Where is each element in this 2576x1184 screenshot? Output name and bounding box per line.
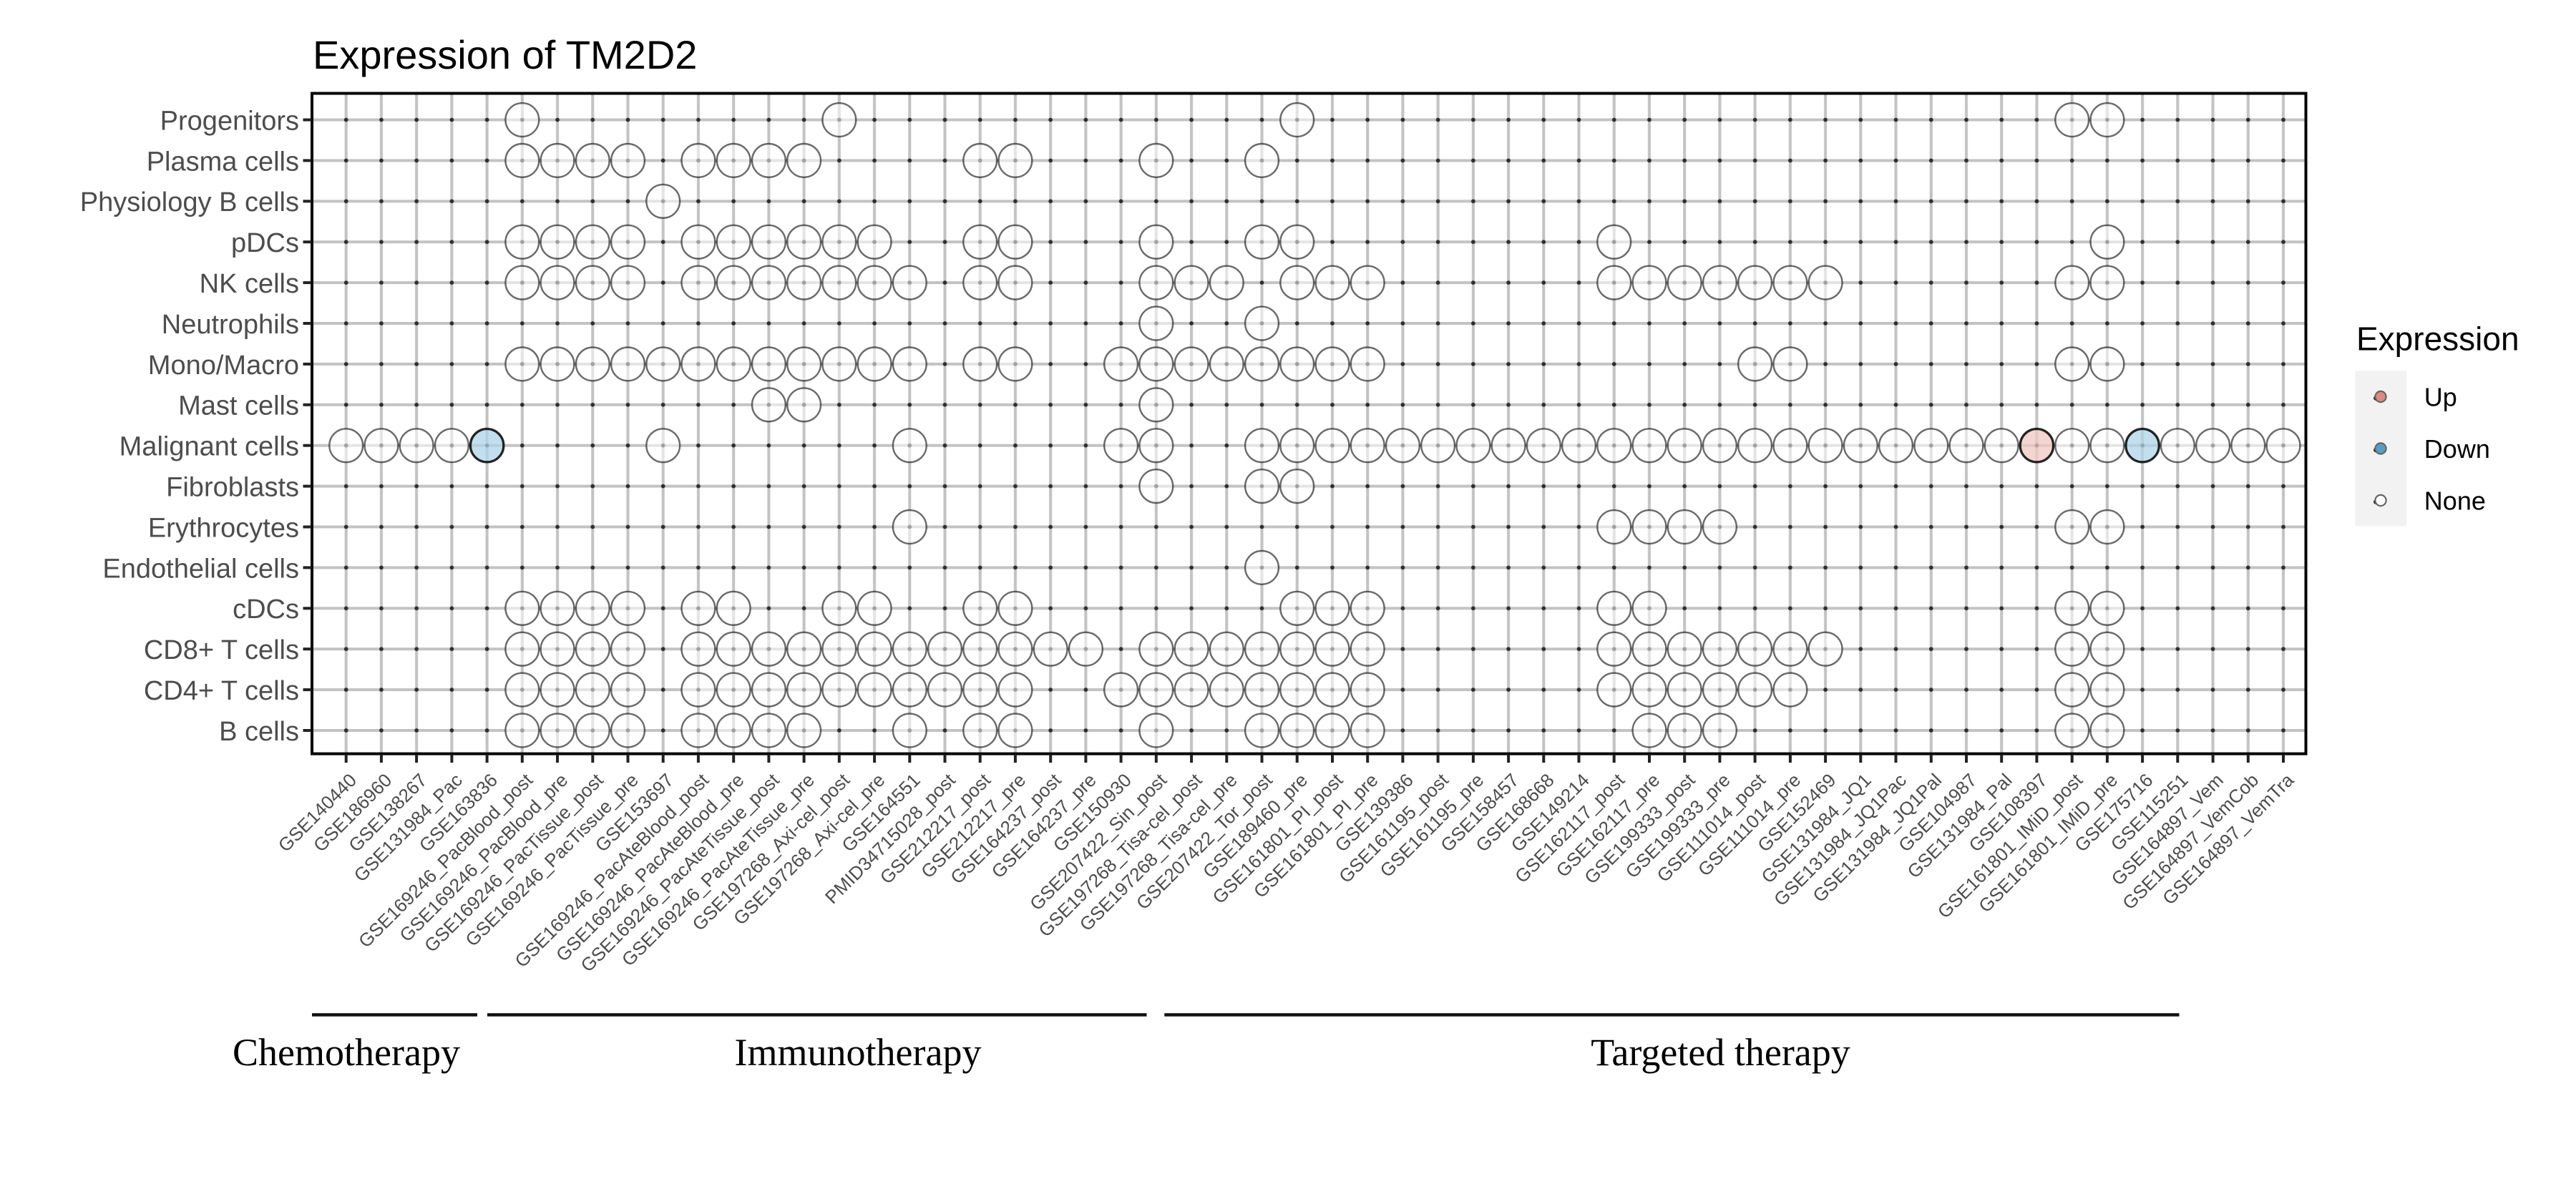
svg-text:Mast cells: Mast cells <box>178 391 299 421</box>
svg-text:Mono/Macro: Mono/Macro <box>148 351 299 381</box>
svg-text:CD4+ T cells: CD4+ T cells <box>144 676 299 706</box>
svg-text:Chemotherapy: Chemotherapy <box>233 1031 460 1074</box>
svg-text:Plasma cells: Plasma cells <box>147 147 299 177</box>
svg-text:Neutrophils: Neutrophils <box>162 310 299 340</box>
svg-text:Erythrocytes: Erythrocytes <box>148 513 299 543</box>
svg-text:Expression: Expression <box>2356 321 2519 358</box>
svg-text:Immunotherapy: Immunotherapy <box>735 1031 982 1074</box>
svg-text:Fibroblasts: Fibroblasts <box>166 473 299 503</box>
svg-text:None: None <box>2424 486 2486 516</box>
svg-text:CD8+ T cells: CD8+ T cells <box>144 635 299 665</box>
svg-text:Malignant cells: Malignant cells <box>119 432 299 462</box>
svg-text:Expression of TM2D2: Expression of TM2D2 <box>313 32 697 77</box>
svg-text:NK cells: NK cells <box>200 269 299 299</box>
svg-text:Physiology B cells: Physiology B cells <box>80 187 299 217</box>
svg-text:cDCs: cDCs <box>233 595 299 625</box>
svg-text:Targeted therapy: Targeted therapy <box>1591 1031 1850 1074</box>
svg-text:B cells: B cells <box>219 717 299 747</box>
svg-text:pDCs: pDCs <box>231 228 299 258</box>
svg-text:Up: Up <box>2424 383 2457 412</box>
svg-text:Endothelial cells: Endothelial cells <box>102 554 299 584</box>
svg-text:Progenitors: Progenitors <box>160 106 299 136</box>
svg-text:Down: Down <box>2424 434 2490 464</box>
